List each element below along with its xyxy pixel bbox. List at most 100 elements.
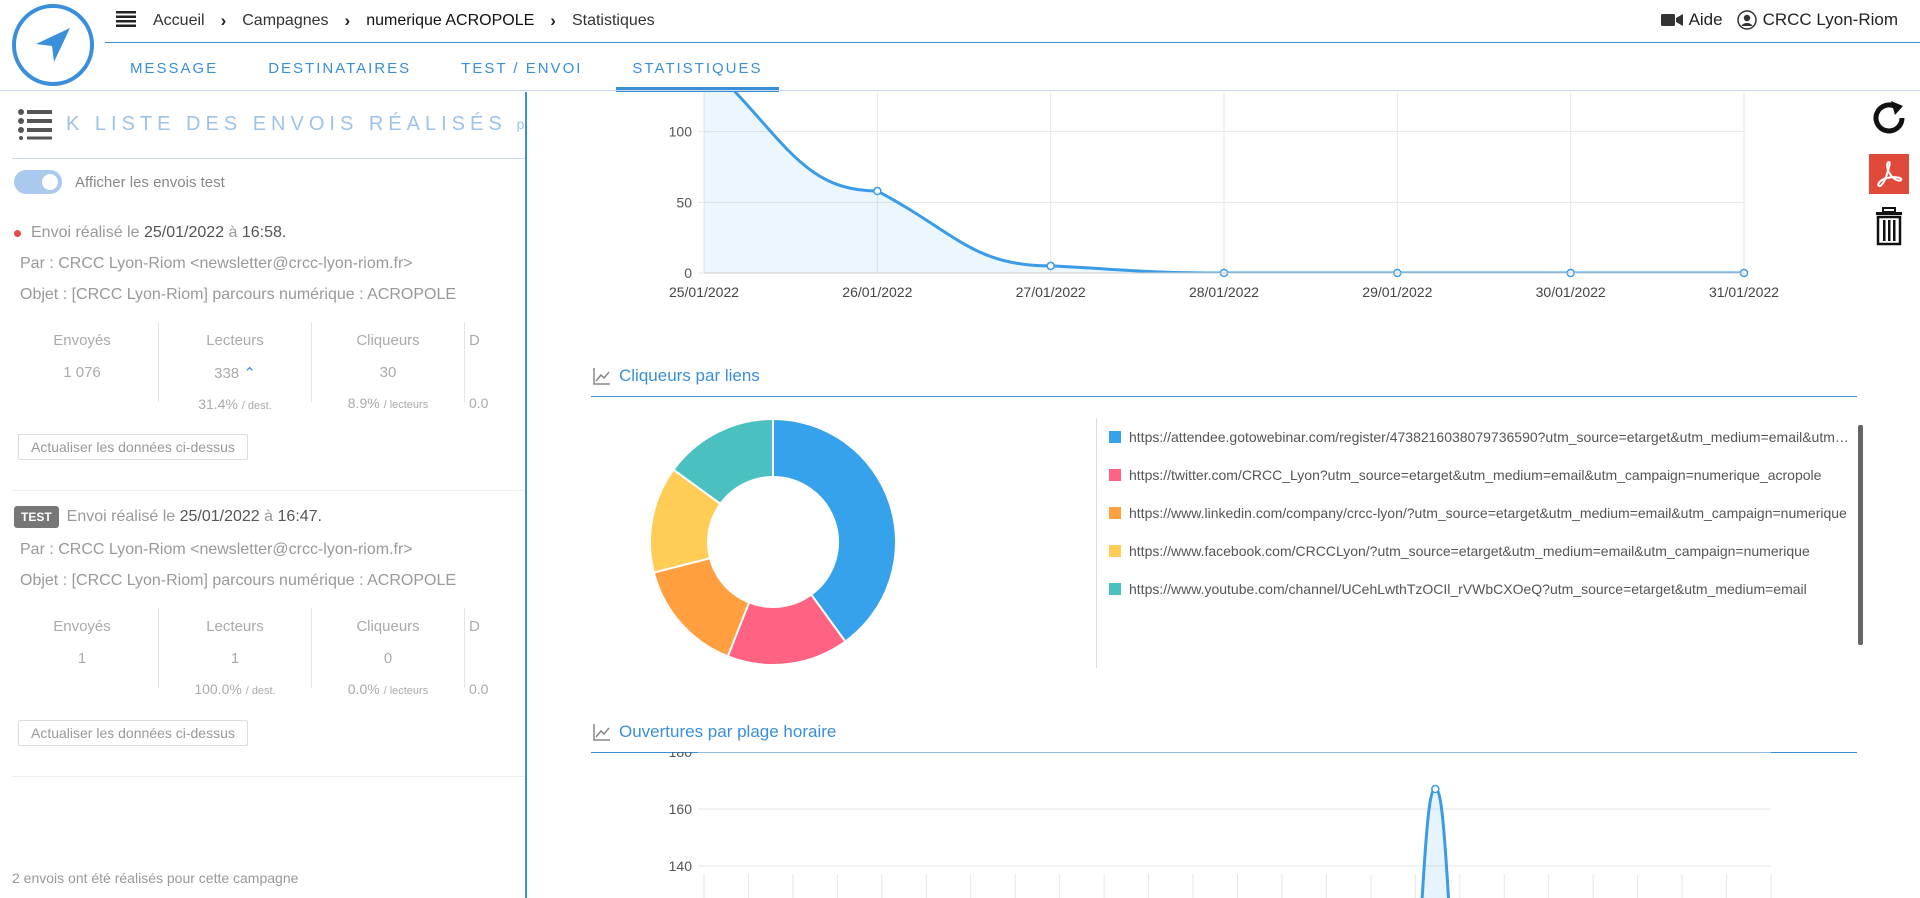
section-title-text: Ouvertures par plage horaire (619, 722, 837, 741)
x-tick-label: 26/01/2022 (842, 284, 912, 300)
refresh-data-button[interactable]: Actualiser les données ci-dessus (18, 720, 248, 746)
stat-pct: 0.0% (347, 681, 380, 697)
tab-bar: MESSAGE DESTINATAIRES TEST / ENVOI STATI… (105, 42, 788, 94)
stat-pct-row: 8.9% / lecteurs (312, 395, 464, 411)
donut-legend: https://attendee.gotowebinar.com/registe… (1096, 418, 1856, 668)
user-circle-icon (1736, 10, 1757, 30)
divider (12, 490, 525, 491)
series-area (704, 92, 1744, 273)
stat-pct-row: 31.4% / dest. (159, 396, 311, 412)
stat-value (469, 650, 505, 667)
statistics-content: 0 50 100 25/01/2022 26/01/2022 27/01/2022 28/0… (529, 92, 1857, 898)
header-divider (105, 42, 1920, 43)
test-badge: TEST (14, 506, 59, 528)
app-header: Accueil › Campagnes › numerique ACROPOLE… (0, 0, 1920, 94)
send-stats: Envoyés 1 076 Lecteurs 338 ⌃ 31.4% / des… (6, 322, 525, 412)
stat-pct: 100.0% (194, 681, 242, 697)
stat-label: Envoyés (53, 618, 111, 635)
legend-item[interactable]: https://twitter.com/CRCC_Lyon?utm_source… (1109, 456, 1856, 494)
trash-icon[interactable] (1869, 206, 1909, 246)
pdf-export-button[interactable] (1869, 154, 1909, 194)
refresh-icon[interactable] (1869, 98, 1909, 138)
breadcrumb-campaign[interactable]: numerique ACROPOLE (366, 12, 535, 29)
send-entry: Envoi réalisé le 25/01/2022 à 16:58. Par… (14, 224, 525, 304)
sends-list-title: K LISTE DES ENVOIS RÉALISÉS (66, 112, 507, 135)
legend-label: https://www.linkedin.com/company/crcc-ly… (1129, 505, 1847, 521)
send-at: à (264, 508, 274, 525)
sends-list-subtitle: pour la (516, 116, 525, 132)
y-tick-label: 160 (669, 801, 693, 817)
breadcrumb-home[interactable]: Accueil (153, 12, 205, 29)
send-time: 16:58. (241, 224, 287, 241)
chevron-right-icon: › (220, 11, 227, 30)
stat-truncated: D 0.0 (465, 608, 505, 697)
line-chart-icon (593, 724, 610, 741)
stat-pct: 8.9% (347, 395, 380, 411)
stat-pct-unit: / dest. (241, 400, 272, 412)
tab-test-envoi[interactable]: TEST / ENVOI (461, 60, 583, 77)
x-tick-label: 27/01/2022 (1016, 284, 1086, 300)
stat-label: Lecteurs (206, 618, 264, 635)
data-point (1046, 261, 1055, 271)
status-dot (14, 229, 21, 237)
legend-label: https://www.youtube.com/channel/UCehLwth… (1129, 581, 1807, 597)
app-logo[interactable] (12, 4, 94, 86)
stat-label: Cliqueurs (356, 332, 420, 349)
breadcrumb-campaigns[interactable]: Campagnes (242, 12, 329, 29)
stat-pct: 31.4% (198, 396, 238, 412)
line-chart-icon (593, 368, 610, 385)
show-test-sends-label: Afficher les envois test (75, 174, 225, 191)
content-scrollbar[interactable] (1858, 425, 1863, 645)
stat-pct-unit: / lecteurs (383, 399, 429, 411)
legend-item[interactable]: https://www.facebook.com/CRCCLyon/?utm_s… (1109, 532, 1856, 570)
sends-count-note: 2 envois ont été réalisés pour cette cam… (12, 870, 299, 886)
chevron-up-icon[interactable]: ⌃ (243, 365, 256, 382)
legend-item[interactable]: https://attendee.gotowebinar.com/registe… (1109, 418, 1856, 456)
breadcrumb: Accueil › Campagnes › numerique ACROPOLE… (153, 10, 655, 32)
data-point (873, 186, 882, 196)
paper-plane-icon (36, 28, 70, 62)
send-subject: Objet : [CRCC Lyon-Riom] parcours numéri… (20, 572, 457, 589)
daily-opens-chart: 0 50 100 25/01/2022 26/01/2022 27/01/2022 28/0… (669, 92, 1779, 300)
stat-label: D (469, 332, 480, 349)
send-label: Envoi réalisé le (31, 224, 140, 241)
help-link[interactable]: Aide (1660, 10, 1723, 30)
clicks-by-link-donut (649, 417, 897, 666)
stat-value: 1 076 (63, 364, 101, 381)
x-tick-label: 25/01/2022 (669, 284, 739, 300)
x-tick-label: 30/01/2022 (1536, 284, 1606, 300)
section-title-clicks: Cliqueurs par liens (593, 366, 760, 386)
stat-sent: Envoyés 1 (6, 608, 159, 688)
x-tick-label: 31/01/2022 (1709, 284, 1779, 300)
header-actions: Aide CRCC Lyon-Riom (1647, 10, 1898, 30)
tab-destinataires[interactable]: DESTINATAIRES (268, 60, 412, 77)
send-summary: Envoi réalisé le 25/01/2022 à 16:58. (14, 224, 525, 242)
refresh-data-button[interactable]: Actualiser les données ci-dessus (18, 434, 248, 460)
stat-label: Envoyés (53, 332, 111, 349)
stat-pct-unit: / dest. (245, 685, 276, 697)
y-tick-label: 0 (684, 265, 692, 281)
hamburger-menu-icon[interactable] (116, 11, 136, 27)
hourly-opens-chart: 140 160 180 (669, 752, 1772, 898)
send-sender: Par : CRCC Lyon-Riom <newsletter@crcc-ly… (20, 541, 413, 558)
account-menu[interactable]: CRCC Lyon-Riom (1736, 10, 1898, 30)
tab-statistiques[interactable]: STATISTIQUES (607, 42, 787, 94)
show-test-sends-toggle[interactable] (14, 170, 62, 194)
list-icon[interactable] (18, 108, 52, 140)
stat-value: 338 (214, 365, 240, 382)
sends-list-panel: K LISTE DES ENVOIS RÉALISÉS pour la Affi… (0, 92, 527, 898)
x-tick-label: 29/01/2022 (1362, 284, 1432, 300)
send-summary: TEST Envoi réalisé le 25/01/2022 à 16:47… (14, 506, 525, 528)
section-divider (591, 396, 1857, 397)
stat-value-row: 338 ⌃ (159, 364, 311, 382)
section-title-text: Cliqueurs par liens (619, 366, 760, 385)
stat-readers: Lecteurs 1 100.0% / dest. (159, 608, 312, 697)
legend-item[interactable]: https://www.youtube.com/channel/UCehLwth… (1109, 570, 1856, 608)
chevron-right-icon: › (344, 11, 351, 30)
legend-swatch (1109, 431, 1121, 443)
tab-message[interactable]: MESSAGE (130, 60, 219, 77)
legend-item[interactable]: https://www.linkedin.com/company/crcc-ly… (1109, 494, 1856, 532)
stat-truncated: D 0.0 (465, 322, 505, 411)
account-label: CRCC Lyon-Riom (1762, 10, 1898, 29)
donut-slice (672, 417, 774, 506)
